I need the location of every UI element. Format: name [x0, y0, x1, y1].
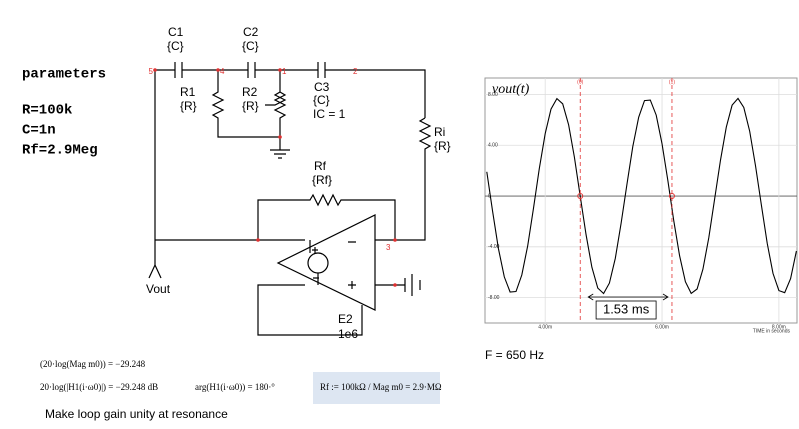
schematic: [148, 62, 432, 336]
node-dot: [278, 135, 282, 139]
component-name: R2: [242, 85, 258, 99]
output-label: Vout: [146, 282, 171, 296]
y-tick-label: 4.00: [488, 143, 498, 149]
source: [307, 252, 329, 274]
capacitor-plates: [174, 62, 326, 78]
x-tick-label: 4.00m: [538, 324, 552, 330]
math-formula: Rf := 100kΩ / Mag m0 = 2.9·MΩ: [320, 382, 442, 392]
wire: [155, 69, 426, 118]
y-tick-label: -4.00: [488, 244, 500, 250]
opamp: [276, 214, 405, 311]
node-label: 3: [386, 243, 391, 252]
wire: [154, 70, 305, 265]
frequency: F = 650 Hz: [485, 348, 544, 362]
parameter: Rf=2.9Meg: [22, 143, 98, 159]
cursor-label: (0): [577, 79, 583, 85]
component-value: {C}: [313, 93, 330, 107]
vout-symbol: [148, 263, 162, 279]
math-line: (20·log(Mag m0)) = −29.248: [40, 359, 146, 369]
math-line: 20·log(|H1(i·ω0)|) = −29.248 dB: [40, 382, 158, 392]
source-signs: [309, 240, 356, 289]
node-label: 4: [220, 67, 225, 76]
plot-frame: [484, 77, 798, 324]
component-name: C3: [314, 80, 330, 94]
parameter: R=100k: [22, 103, 72, 119]
component-extra: IC = 1: [313, 107, 346, 121]
component-name: E2: [338, 312, 353, 326]
component-value: {Rf}: [312, 173, 332, 187]
formula-box: [313, 372, 440, 404]
component-value: {R}: [180, 99, 197, 113]
x-tick-label: 8.00m: [772, 324, 786, 330]
dimension-arrow: [587, 293, 669, 301]
waveform: [486, 97, 797, 295]
annotation: 1.53 ms: [603, 301, 650, 316]
component-value: {C}: [167, 39, 184, 53]
note: Make loop gain unity at resonance: [45, 407, 228, 421]
cursor-point: [577, 193, 584, 200]
component-value: 1e6: [338, 327, 358, 341]
resistor-r2: [265, 70, 287, 150]
resistor-ri: [395, 117, 432, 241]
component-name: C2: [243, 25, 259, 39]
x-axis-label: TIME in seconds: [753, 328, 791, 334]
node-dot: [393, 283, 397, 287]
node-label: 1: [282, 67, 287, 76]
battery: [404, 274, 421, 296]
node-label: 5: [149, 67, 154, 76]
feedback: [257, 284, 363, 336]
ground: [270, 149, 290, 159]
node-dot: [216, 68, 220, 72]
cursor-point: [668, 193, 675, 200]
y-tick-label: 0: [488, 193, 491, 199]
math-line: arg(H1(i·ω0)) = 180·°: [195, 382, 275, 392]
node-dot: [153, 68, 157, 72]
resistor-rf: [257, 193, 396, 240]
y-tick-label: 8.00: [488, 92, 498, 98]
x-tick-label: 6.00m: [655, 324, 669, 330]
component-name: Rf: [314, 159, 327, 173]
chart-title: vout(t): [492, 82, 530, 97]
y-tick-label: -8.00: [488, 295, 500, 301]
component-name: C1: [168, 25, 184, 39]
parameters-title: parameters: [22, 67, 106, 83]
node-label: 2: [353, 67, 358, 76]
annotation-box: [595, 300, 657, 320]
component-value: {R}: [434, 139, 451, 153]
parameter: C=1n: [22, 123, 56, 139]
node-dot: [256, 238, 260, 242]
resistor-r1: [211, 70, 280, 138]
node-dot: [278, 68, 282, 72]
plot: 8.00 4.00 0 -4.00 -8.00 4.00m 6.00m 8.00m (0) (1)…: [485, 78, 797, 330]
node-dot: [393, 238, 397, 242]
component-value: {C}: [242, 39, 259, 53]
component-name: R1: [180, 85, 196, 99]
cursor-label: (1): [669, 79, 675, 85]
component-value: {R}: [242, 99, 259, 113]
component-name: Ri: [434, 125, 445, 139]
